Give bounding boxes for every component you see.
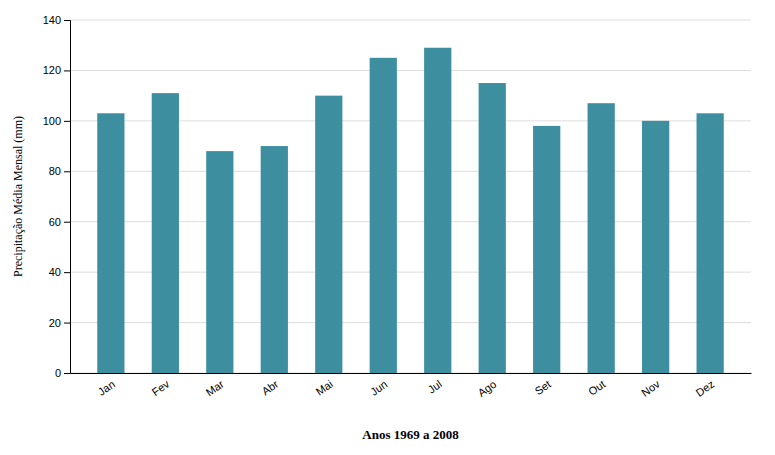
bar: [152, 93, 179, 373]
x-tick-label: Jan: [96, 378, 117, 398]
y-tick-mark: [64, 20, 70, 21]
x-axis-title: Anos 1969 a 2008: [362, 427, 459, 442]
bars: [97, 48, 724, 373]
y-tick-label: 40: [49, 266, 61, 278]
bar: [370, 58, 397, 373]
y-tick: 0: [55, 367, 70, 379]
bar: [479, 83, 506, 373]
y-tick: 100: [43, 115, 70, 127]
y-tick: 140: [43, 14, 70, 26]
x-tick-label: Mai: [314, 378, 335, 398]
y-tick-label: 140: [43, 14, 61, 26]
x-tick: Dez: [693, 378, 716, 399]
y-tick: 40: [49, 266, 70, 278]
x-tick: Jul: [426, 378, 444, 396]
y-tick-label: 100: [43, 115, 61, 127]
x-tick-label: Nov: [639, 377, 662, 398]
grid-line: [70, 20, 751, 21]
bar: [261, 146, 288, 373]
y-axis: 0 20 40 60 80 100 120 140: [43, 14, 71, 379]
y-tick: 20: [49, 317, 70, 329]
bar: [533, 126, 560, 373]
y-tick-mark: [64, 272, 70, 273]
x-tick-label: Abr: [260, 378, 281, 398]
x-tick: Mar: [204, 378, 227, 399]
grid-line: [70, 70, 751, 71]
y-tick-label: 120: [43, 64, 61, 76]
x-tick-label: Jun: [368, 378, 389, 398]
x-tick: Fev: [150, 377, 172, 398]
y-tick-label: 60: [49, 216, 61, 228]
x-tick-label: Dez: [693, 378, 716, 399]
x-tick: Mai: [314, 378, 335, 398]
y-tick: 60: [49, 216, 70, 228]
y-tick-label: 80: [49, 165, 61, 177]
chart: 0 20 40 60 80 100 120 140 Jan Fev Mar Abr Mai Jun Jul A…: [0, 0, 775, 455]
x-tick: Abr: [260, 378, 281, 398]
bar: [697, 113, 724, 373]
bar: [588, 103, 615, 373]
bar: [97, 113, 124, 373]
plot: 0 20 40 60 80 100 120 140 Jan Fev Mar Abr Mai Jun Jul A…: [11, 14, 752, 442]
bar: [206, 151, 233, 373]
x-tick: Set: [532, 378, 552, 397]
y-tick: 120: [43, 64, 70, 76]
y-tick-mark: [64, 373, 70, 374]
grid: [70, 20, 751, 373]
x-axis-line: [71, 373, 752, 374]
y-tick-label: 0: [55, 367, 61, 379]
y-tick-label: 20: [49, 317, 61, 329]
bar: [642, 121, 669, 373]
bar: [424, 48, 451, 373]
x-tick-label: Fev: [150, 377, 172, 398]
y-tick-mark: [64, 323, 70, 324]
y-tick-mark: [64, 222, 70, 223]
x-tick-label: Ago: [475, 378, 498, 399]
x-tick: Out: [586, 378, 607, 398]
x-tick: Ago: [475, 378, 498, 399]
x-tick-label: Jul: [426, 378, 444, 396]
y-tick-mark: [64, 121, 70, 122]
y-axis-line: [64, 21, 71, 374]
y-tick-mark: [64, 171, 70, 172]
bar: [315, 96, 342, 373]
x-axis: Jan Fev Mar Abr Mai Jun Jul Ago Set Out Nov Dez: [71, 374, 752, 399]
x-tick-label: Set: [532, 378, 552, 397]
x-tick: Jan: [96, 378, 117, 398]
y-tick-mark: [64, 70, 70, 71]
x-tick: Nov: [639, 377, 662, 398]
x-tick: Jun: [368, 378, 389, 398]
y-axis-title: Precipitação Média Mensal (mm): [11, 116, 25, 277]
x-tick-label: Mar: [204, 378, 227, 399]
x-tick-label: Out: [586, 378, 607, 398]
y-tick: 80: [49, 165, 70, 177]
